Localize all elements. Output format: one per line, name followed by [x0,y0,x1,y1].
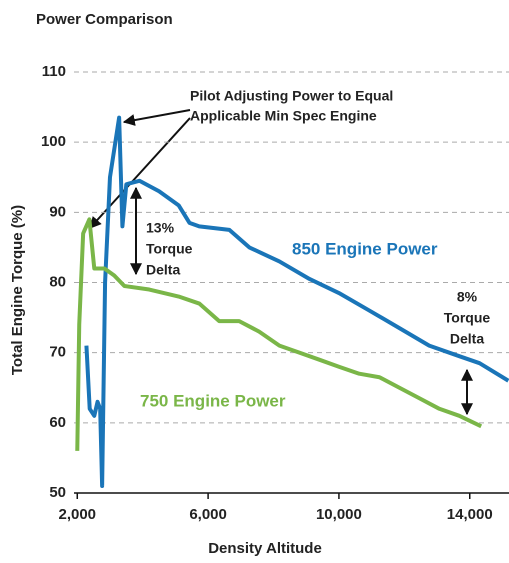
annotation: Applicable Min Spec Engine [190,108,377,124]
annotation: Torque [146,241,193,257]
annotation: 13% [146,220,175,236]
y-tick-label: 70 [49,344,66,361]
series-line [84,115,509,488]
series-label: 850 Engine Power [292,239,438,258]
y-tick-label: 60 [49,414,66,431]
x-tick-label: 10,000 [316,506,362,523]
annotation: Torque [444,310,491,326]
y-tick-label: 50 [49,484,66,501]
annotation: Delta [146,262,180,278]
annotation: 8% [457,289,478,305]
y-tick-label: 110 [42,63,66,80]
annotation: Pilot Adjusting Power to Equal [190,88,393,104]
annotation: Delta [450,331,484,347]
x-tick-label: 2,000 [58,506,96,523]
series-line [75,217,483,451]
y-axis-label: Total Engine Torque (%) [9,205,26,375]
y-tick-label: 100 [41,133,66,150]
x-tick-label: 6,000 [189,506,227,523]
annotation-arrow [122,109,191,126]
x-tick-label: 14,000 [447,506,493,523]
chart-title: Power Comparison [36,11,173,28]
y-tick-label: 90 [49,203,66,220]
y-tick-label: 80 [49,273,66,290]
annotation-arrow [89,117,191,229]
x-axis-label: Density Altitude [208,540,322,557]
series-label: 750 Engine Power [140,391,286,410]
